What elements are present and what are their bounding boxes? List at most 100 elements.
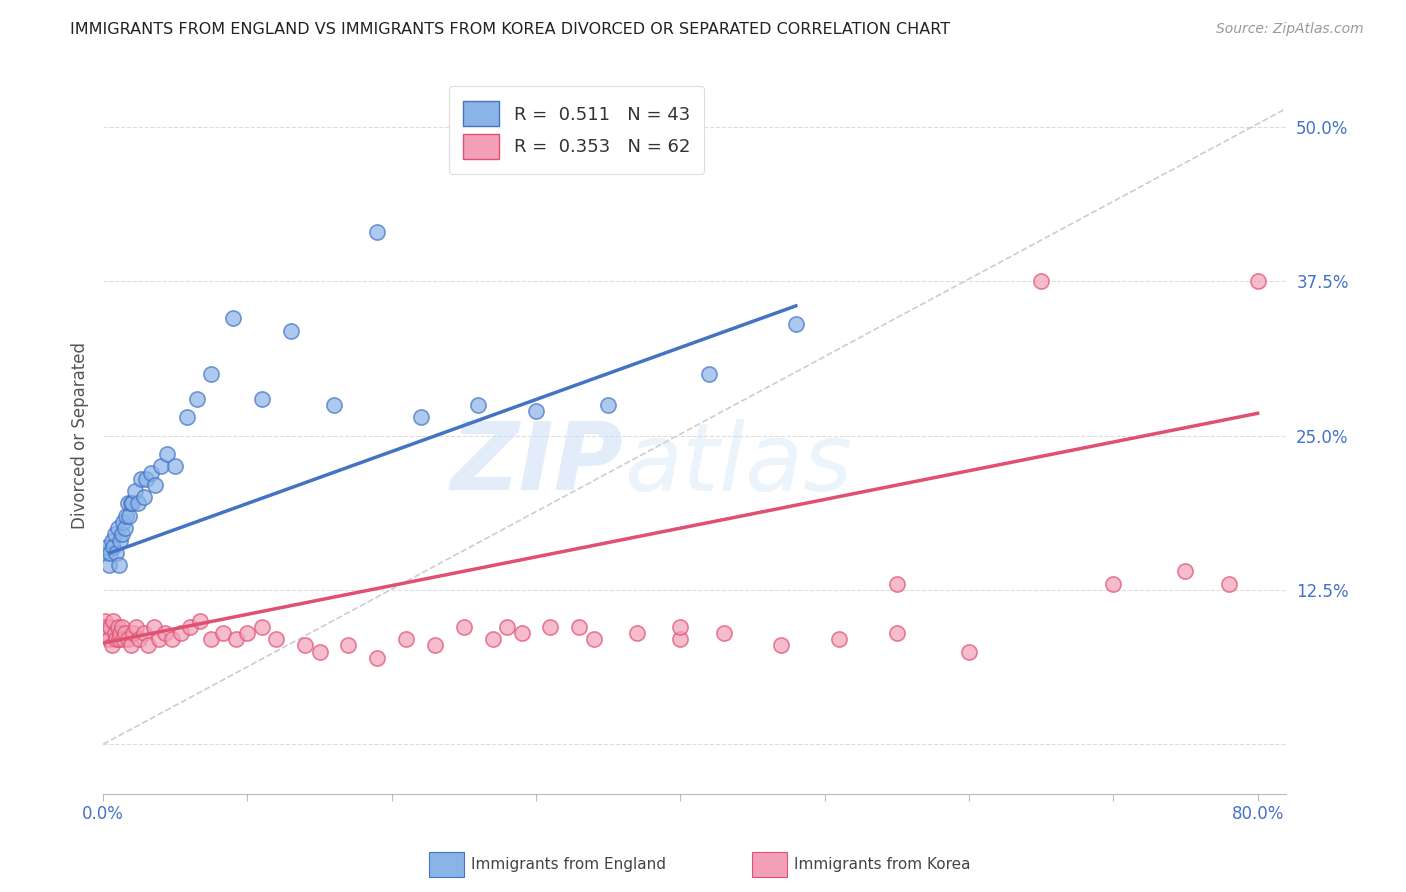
Point <box>165 459 187 474</box>
Point <box>409 410 432 425</box>
Point <box>122 626 145 640</box>
Text: atlas: atlas <box>624 418 852 509</box>
Point <box>250 620 273 634</box>
Point <box>101 639 124 653</box>
Point <box>280 324 302 338</box>
Point <box>98 546 121 560</box>
Point <box>186 392 208 406</box>
Point <box>540 620 562 634</box>
Point <box>111 527 134 541</box>
Point <box>104 626 127 640</box>
Point <box>669 620 692 634</box>
Point <box>713 626 735 640</box>
Point <box>1246 274 1268 288</box>
Point <box>200 367 222 381</box>
Point <box>785 318 807 332</box>
Point <box>128 632 150 647</box>
Text: Source: ZipAtlas.com: Source: ZipAtlas.com <box>1216 22 1364 37</box>
Point <box>212 626 235 640</box>
Point <box>337 639 360 653</box>
Point <box>114 626 136 640</box>
Point <box>124 484 146 499</box>
Point <box>294 639 316 653</box>
Point <box>97 558 120 573</box>
Point <box>200 632 222 647</box>
Point <box>112 632 135 647</box>
Point <box>467 398 489 412</box>
Point <box>957 645 980 659</box>
Point <box>510 626 533 640</box>
Point <box>266 632 288 647</box>
Text: ZIP: ZIP <box>451 418 624 510</box>
Point <box>308 645 330 659</box>
Point <box>496 620 519 634</box>
Point <box>1174 565 1197 579</box>
Text: Immigrants from England: Immigrants from England <box>471 857 666 871</box>
Point <box>132 491 155 505</box>
Point <box>481 632 503 647</box>
Text: Immigrants from Korea: Immigrants from Korea <box>794 857 972 871</box>
Point <box>524 404 547 418</box>
Point <box>148 632 170 647</box>
Point <box>118 508 141 523</box>
Point <box>103 540 125 554</box>
Point <box>179 620 201 634</box>
Point <box>1102 576 1125 591</box>
Point <box>568 620 591 634</box>
Point <box>582 632 605 647</box>
Legend: R =  0.511   N = 43, R =  0.353   N = 62: R = 0.511 N = 43, R = 0.353 N = 62 <box>449 87 704 174</box>
Point <box>236 626 259 640</box>
Point <box>96 626 118 640</box>
Point <box>108 632 131 647</box>
Text: IMMIGRANTS FROM ENGLAND VS IMMIGRANTS FROM KOREA DIVORCED OR SEPARATED CORRELATI: IMMIGRANTS FROM ENGLAND VS IMMIGRANTS FR… <box>70 22 950 37</box>
Point <box>94 546 117 560</box>
Point <box>96 540 118 554</box>
Point <box>149 459 172 474</box>
Point <box>110 533 132 548</box>
Point <box>626 626 648 640</box>
Point <box>111 620 134 634</box>
Point <box>1031 274 1053 288</box>
Y-axis label: Divorced or Separated: Divorced or Separated <box>72 342 89 529</box>
Point <box>104 527 127 541</box>
Point <box>120 639 142 653</box>
Point <box>188 614 211 628</box>
Point <box>98 620 121 634</box>
Point <box>598 398 620 412</box>
Point <box>366 650 388 665</box>
Point <box>112 515 135 529</box>
Point <box>323 398 346 412</box>
Point <box>110 626 132 640</box>
Point <box>103 614 125 628</box>
Point <box>1218 576 1240 591</box>
Point <box>117 496 139 510</box>
Point <box>93 614 115 628</box>
Point <box>153 626 176 640</box>
Point <box>94 620 117 634</box>
Point <box>250 392 273 406</box>
Point <box>162 632 184 647</box>
Point <box>107 620 129 634</box>
Point <box>143 478 166 492</box>
Point <box>115 508 138 523</box>
Point <box>135 472 157 486</box>
Point <box>107 521 129 535</box>
Point <box>156 447 179 461</box>
Point <box>121 496 143 510</box>
Point <box>886 576 908 591</box>
Point <box>139 466 162 480</box>
Point <box>120 496 142 510</box>
Point <box>828 632 851 647</box>
Point <box>170 626 193 640</box>
Point <box>222 311 245 326</box>
Point <box>225 632 247 647</box>
Point <box>176 410 198 425</box>
Point <box>97 632 120 647</box>
Point <box>101 533 124 548</box>
Point <box>697 367 720 381</box>
Point <box>453 620 475 634</box>
Point <box>114 521 136 535</box>
Point <box>366 225 388 239</box>
Point <box>423 639 446 653</box>
Point <box>127 496 149 510</box>
